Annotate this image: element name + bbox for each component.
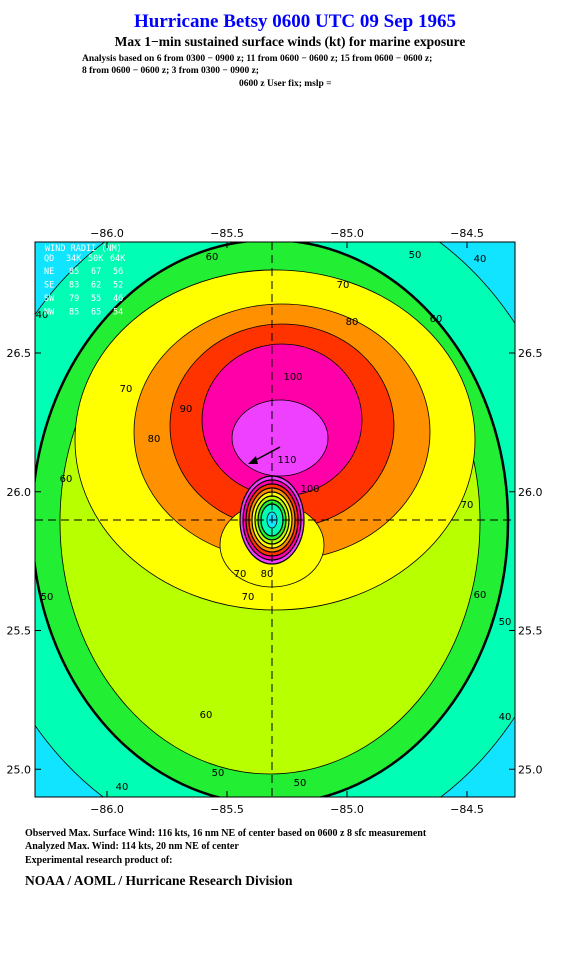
plot-frame: [34, 241, 516, 798]
radii-header: 50K: [88, 254, 104, 264]
contour-label: 60: [60, 474, 73, 485]
radii-cell: SW: [44, 294, 55, 304]
contour-label: 40: [116, 782, 129, 793]
contour-label: 40: [36, 310, 49, 321]
footer-line: Analyzed Max. Wind: 114 kts, 20 nm NE of…: [25, 841, 239, 852]
y-tick-label: 26.0: [7, 486, 32, 499]
radii-header: 64K: [110, 254, 126, 264]
contour-label: 50: [41, 592, 54, 603]
x-tick-label: −86.0: [90, 227, 124, 240]
overlay: −86.0 −86.0 −85.5 −85.5 −85.0 −85.0 −84.5 −84.5…: [7, 227, 543, 816]
x-tick-label: −85.5: [210, 803, 244, 816]
y-tick-label: 25.0: [7, 763, 32, 776]
x-tick-label: −84.5: [450, 803, 484, 816]
radii-cell: 55: [91, 294, 101, 304]
contour-label: 70: [337, 280, 350, 291]
footer-line: Experimental research product of:: [25, 855, 172, 866]
y-tick-label: 26.5: [518, 347, 543, 360]
contour-label: 60: [206, 252, 219, 263]
x-tick-label: −84.5: [450, 227, 484, 240]
plot-area: 40 40 40 40 50 50 50 50 50 60 60 60 60 60 70 70 70 70 70 80…: [35, 242, 515, 797]
footer-line: Observed Max. Surface Wind: 116 kts, 16 …: [25, 828, 427, 839]
chart-title: Hurricane Betsy 0600 UTC 09 Sep 1965: [134, 11, 456, 32]
radii-cell: 85: [69, 267, 79, 277]
contour-label: 50: [212, 768, 225, 779]
radii-cell: 79: [69, 294, 79, 304]
contour-label: 60: [200, 710, 213, 721]
y-tick-label: 25.0: [518, 763, 543, 776]
radii-cell: 52: [113, 281, 123, 291]
x-tick-label: −85.5: [210, 227, 244, 240]
contour-label: 40: [499, 712, 512, 723]
radii-cell: NW: [44, 308, 55, 318]
contour-label: 80: [346, 317, 359, 328]
contour-label: 90: [180, 404, 193, 415]
x-tick-label: −86.0: [90, 803, 124, 816]
radii-cell: 67: [91, 267, 101, 277]
note: 8 from 0600 − 0600 z; 3 from 0300 − 0900…: [82, 66, 259, 76]
radii-cell: NE: [44, 267, 54, 277]
contour-label: 60: [430, 314, 443, 325]
radii-cell: 62: [91, 281, 101, 291]
y-tick-label: 26.5: [7, 347, 32, 360]
motion-arrow-head: [248, 456, 258, 464]
radii-cell: 46: [113, 294, 123, 304]
x-tick-label: −85.0: [330, 803, 364, 816]
contour-label: 40: [474, 254, 487, 265]
contour-label: 70: [234, 569, 247, 580]
contour-label: 50: [294, 778, 307, 789]
radii-title: WIND RADII (NM): [45, 244, 122, 254]
contour-label: 70: [242, 592, 255, 603]
x-tick-label: −85.0: [330, 227, 364, 240]
radii-header: 34K: [66, 254, 82, 264]
contour-label: 80: [148, 434, 161, 445]
contour-label: 100: [300, 484, 319, 495]
radii-cell: 54: [113, 308, 123, 318]
radii-cell: 56: [113, 267, 123, 277]
note: Analysis based on 6 from 0300 − 0900 z; …: [82, 54, 432, 64]
footer-org: NOAA / AOML / Hurricane Research Divisio…: [25, 873, 293, 888]
radii-cell: SE: [44, 281, 54, 291]
radii-cell: 65: [91, 308, 101, 318]
contour-label: 110: [277, 455, 296, 466]
contour-label: 80: [261, 569, 274, 580]
contour-label: 100: [283, 372, 302, 383]
contour-label: 70: [461, 500, 474, 511]
contour-label: 70: [120, 384, 133, 395]
note: 0600 z User fix; mslp =: [239, 79, 332, 89]
contour-label: 50: [499, 617, 512, 628]
y-tick-label: 25.5: [7, 625, 32, 638]
contour-label: 60: [474, 590, 487, 601]
y-tick-label: 26.0: [518, 486, 543, 499]
chart-subtitle: Max 1−min sustained surface winds (kt) f…: [115, 34, 466, 49]
radii-cell: 85: [69, 308, 79, 318]
y-tick-label: 25.5: [518, 625, 543, 638]
radii-cell: 83: [69, 281, 79, 291]
radii-header: QD: [44, 254, 54, 264]
contour-label: 50: [409, 250, 422, 261]
